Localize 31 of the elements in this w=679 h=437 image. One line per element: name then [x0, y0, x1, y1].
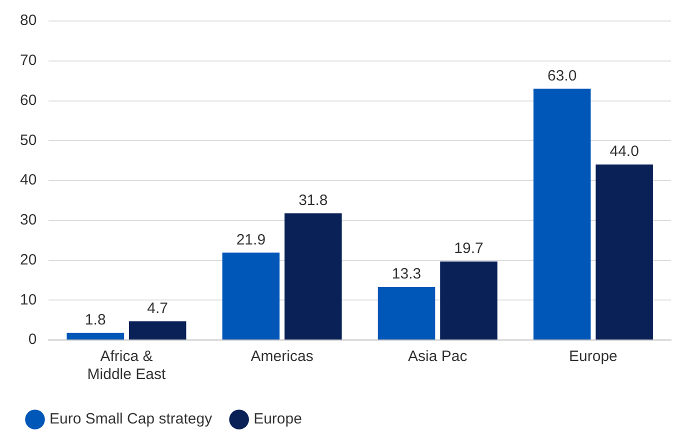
legend-label: Europe	[254, 410, 302, 428]
y-tick-label: 40	[20, 172, 37, 189]
bar	[440, 261, 498, 340]
y-tick-label: 80	[20, 12, 37, 30]
y-tick-label: 20	[20, 251, 37, 268]
bar	[533, 88, 591, 340]
bar	[222, 252, 280, 340]
y-tick-label: 30	[20, 212, 37, 229]
y-tick-label: 0	[28, 331, 37, 348]
legend-label: Euro Small Cap strategy	[50, 410, 213, 428]
bar	[378, 286, 436, 340]
text: 44.0	[610, 143, 639, 160]
x-tick-label: Americas	[250, 348, 314, 366]
text: 21.9	[236, 231, 266, 248]
text: 19.7	[454, 240, 484, 258]
bar	[596, 164, 653, 340]
x-tick-label: Europe	[569, 348, 618, 366]
text: 4.7	[147, 300, 168, 317]
y-tick-label: 10	[20, 291, 37, 308]
y-tick-label: 60	[20, 92, 37, 109]
text: 31.8	[298, 192, 328, 209]
y-tick-label: 50	[20, 132, 37, 149]
x-tick-label: Asia Pac	[408, 348, 468, 366]
text: 13.3	[392, 266, 422, 283]
bar	[284, 213, 342, 340]
text: 63.0	[547, 67, 577, 84]
x-tick-label: Africa & Middle East	[87, 348, 166, 384]
bar	[66, 332, 124, 340]
y-tick-label: 70	[20, 52, 37, 70]
bar	[128, 321, 186, 340]
text: 1.8	[84, 311, 106, 328]
